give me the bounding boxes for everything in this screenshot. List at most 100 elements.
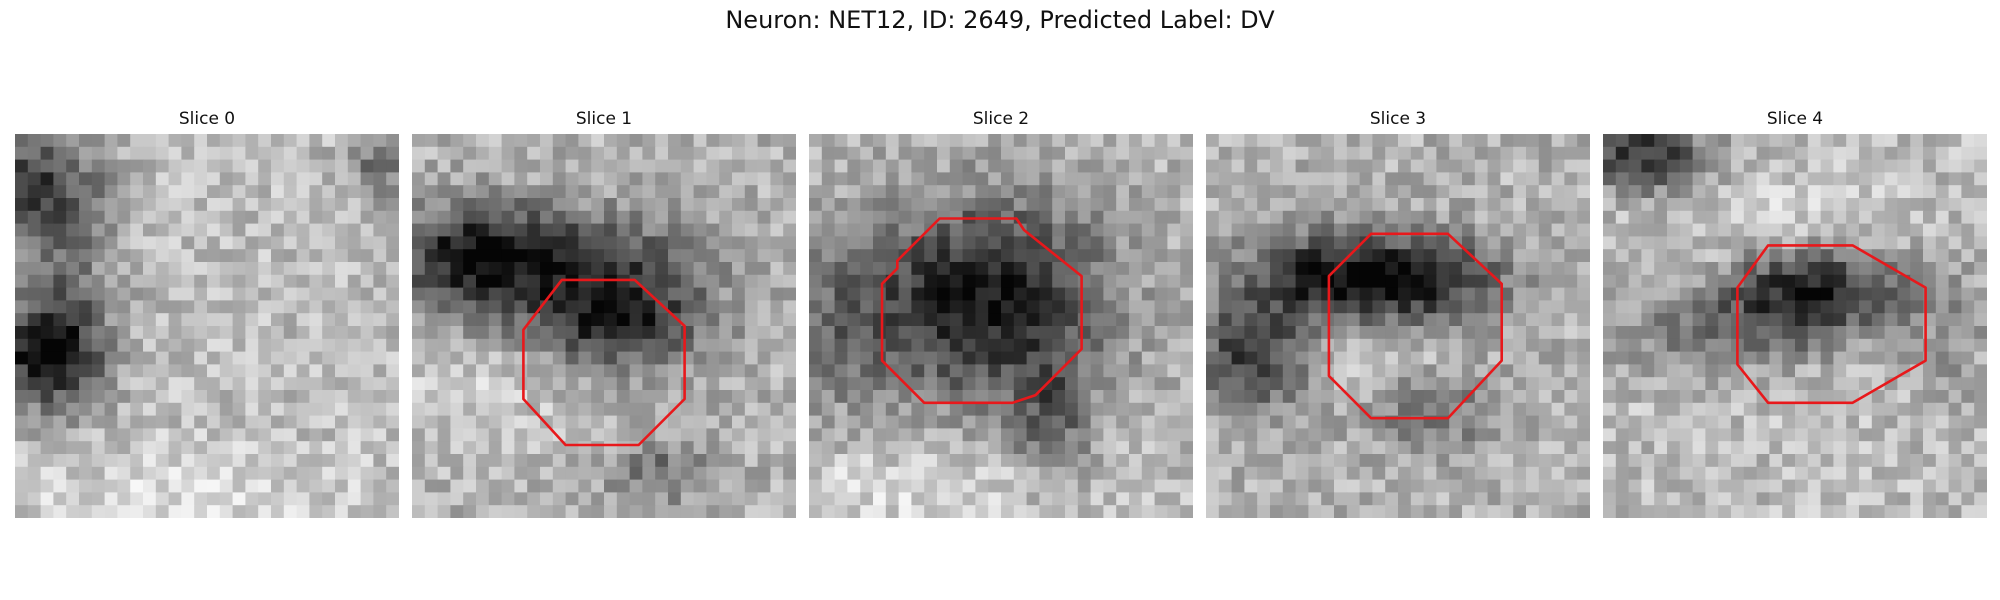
pixel-cell bbox=[757, 146, 771, 161]
pixel-cell bbox=[1974, 402, 1987, 417]
pixel-cell bbox=[1359, 146, 1373, 161]
pixel-cell bbox=[168, 326, 182, 340]
pixel-cell bbox=[1359, 172, 1373, 186]
pixel-cell bbox=[1244, 441, 1258, 455]
pixel-cell bbox=[527, 198, 541, 212]
pixel-cell bbox=[1129, 274, 1143, 289]
pixel-cell bbox=[1270, 326, 1284, 340]
pixel-cell bbox=[104, 172, 118, 186]
pixel-cell bbox=[296, 287, 310, 301]
pixel-cell bbox=[1743, 185, 1758, 199]
pixel-cell bbox=[1206, 236, 1220, 250]
pixel-cell bbox=[373, 454, 387, 468]
pixel-cell bbox=[296, 134, 310, 148]
pixel-cell bbox=[1270, 172, 1284, 186]
pixel-cell bbox=[360, 415, 374, 429]
pixel-cell bbox=[988, 364, 1002, 378]
pixel-cell bbox=[1820, 300, 1834, 314]
pixel-cell bbox=[1564, 236, 1578, 250]
pixel-cell bbox=[1052, 492, 1066, 506]
pixel-cell bbox=[168, 479, 182, 493]
pixel-cell bbox=[1923, 172, 1937, 186]
pixel-cell bbox=[629, 198, 643, 212]
pixel-cell bbox=[770, 146, 784, 161]
pixel-cell bbox=[271, 159, 285, 173]
pixel-cell bbox=[386, 262, 399, 276]
pixel-cell bbox=[809, 415, 823, 429]
pixel-cell bbox=[1974, 274, 1987, 289]
pixel-cell bbox=[181, 466, 195, 481]
pixel-cell bbox=[975, 223, 989, 237]
pixel-cell bbox=[258, 223, 272, 237]
pixel-cell bbox=[1398, 505, 1412, 518]
pixel-cell bbox=[1052, 210, 1066, 225]
pixel-cell bbox=[1244, 287, 1258, 301]
pixel-cell bbox=[1538, 492, 1553, 506]
pixel-cell bbox=[104, 300, 118, 314]
pixel-cell bbox=[1116, 185, 1130, 199]
pixel-cell bbox=[53, 313, 67, 327]
pixel-cell bbox=[898, 402, 912, 417]
pixel-cell bbox=[27, 274, 42, 289]
pixel-cell bbox=[1871, 159, 1886, 173]
pixel-cell bbox=[1551, 134, 1565, 148]
pixel-cell bbox=[1334, 262, 1348, 276]
pixel-cell bbox=[744, 300, 759, 314]
pixel-cell bbox=[1731, 415, 1745, 429]
pixel-cell bbox=[1935, 172, 1950, 186]
pixel-cell bbox=[527, 441, 541, 455]
pixel-cell bbox=[79, 210, 93, 225]
pixel-cell bbox=[1244, 159, 1258, 173]
pixel-cell bbox=[1052, 300, 1066, 314]
pixel-cell bbox=[847, 364, 861, 378]
pixel-cell bbox=[1628, 236, 1642, 250]
pixel-cell bbox=[437, 300, 451, 314]
pixel-cell bbox=[1679, 249, 1694, 263]
pixel-cell bbox=[629, 377, 643, 391]
pixel-cell bbox=[309, 313, 323, 327]
pixel-cell bbox=[1526, 274, 1540, 289]
pixel-cell bbox=[66, 492, 80, 506]
pixel-cell bbox=[514, 249, 528, 263]
pixel-cell bbox=[1129, 146, 1143, 161]
pixel-cell bbox=[860, 351, 874, 365]
pixel-cell bbox=[143, 351, 157, 365]
pixel-cell bbox=[578, 377, 592, 391]
pixel-cell bbox=[809, 326, 823, 340]
pixel-cell bbox=[360, 198, 374, 212]
pixel-cell bbox=[1436, 287, 1450, 301]
pixel-cell bbox=[1667, 441, 1681, 455]
pixel-cell bbox=[1641, 492, 1655, 506]
pixel-cell bbox=[988, 479, 1002, 493]
pixel-cell bbox=[1526, 313, 1540, 327]
pixel-cell bbox=[1282, 466, 1297, 481]
pixel-cell bbox=[322, 185, 336, 199]
pixel-cell bbox=[1923, 262, 1937, 276]
pixel-cell bbox=[463, 454, 477, 468]
pixel-cell bbox=[1833, 415, 1847, 429]
pixel-cell bbox=[1628, 223, 1642, 237]
pixel-cell bbox=[155, 415, 170, 429]
pixel-cell bbox=[258, 134, 272, 148]
pixel-cell bbox=[1065, 492, 1079, 506]
pixel-cell bbox=[1628, 466, 1642, 481]
pixel-cell bbox=[1820, 377, 1834, 391]
pixel-cell bbox=[732, 146, 746, 161]
pixel-cell bbox=[1013, 492, 1028, 506]
pixel-cell bbox=[1859, 262, 1873, 276]
pixel-cell bbox=[988, 249, 1002, 263]
pixel-cell bbox=[1487, 479, 1501, 493]
pixel-cell bbox=[1206, 466, 1220, 481]
pixel-cell bbox=[1090, 210, 1104, 225]
pixel-cell bbox=[924, 492, 938, 506]
pixel-cell bbox=[1423, 351, 1437, 365]
pixel-cell bbox=[591, 300, 605, 314]
pixel-cell bbox=[1116, 236, 1130, 250]
pixel-cell bbox=[1065, 505, 1079, 518]
pixel-cell bbox=[693, 249, 707, 263]
pixel-cell bbox=[1462, 505, 1476, 518]
pixel-cell bbox=[1910, 172, 1924, 186]
pixel-cell bbox=[693, 300, 707, 314]
pixel-cell bbox=[104, 454, 118, 468]
pixel-cell bbox=[1679, 198, 1694, 212]
